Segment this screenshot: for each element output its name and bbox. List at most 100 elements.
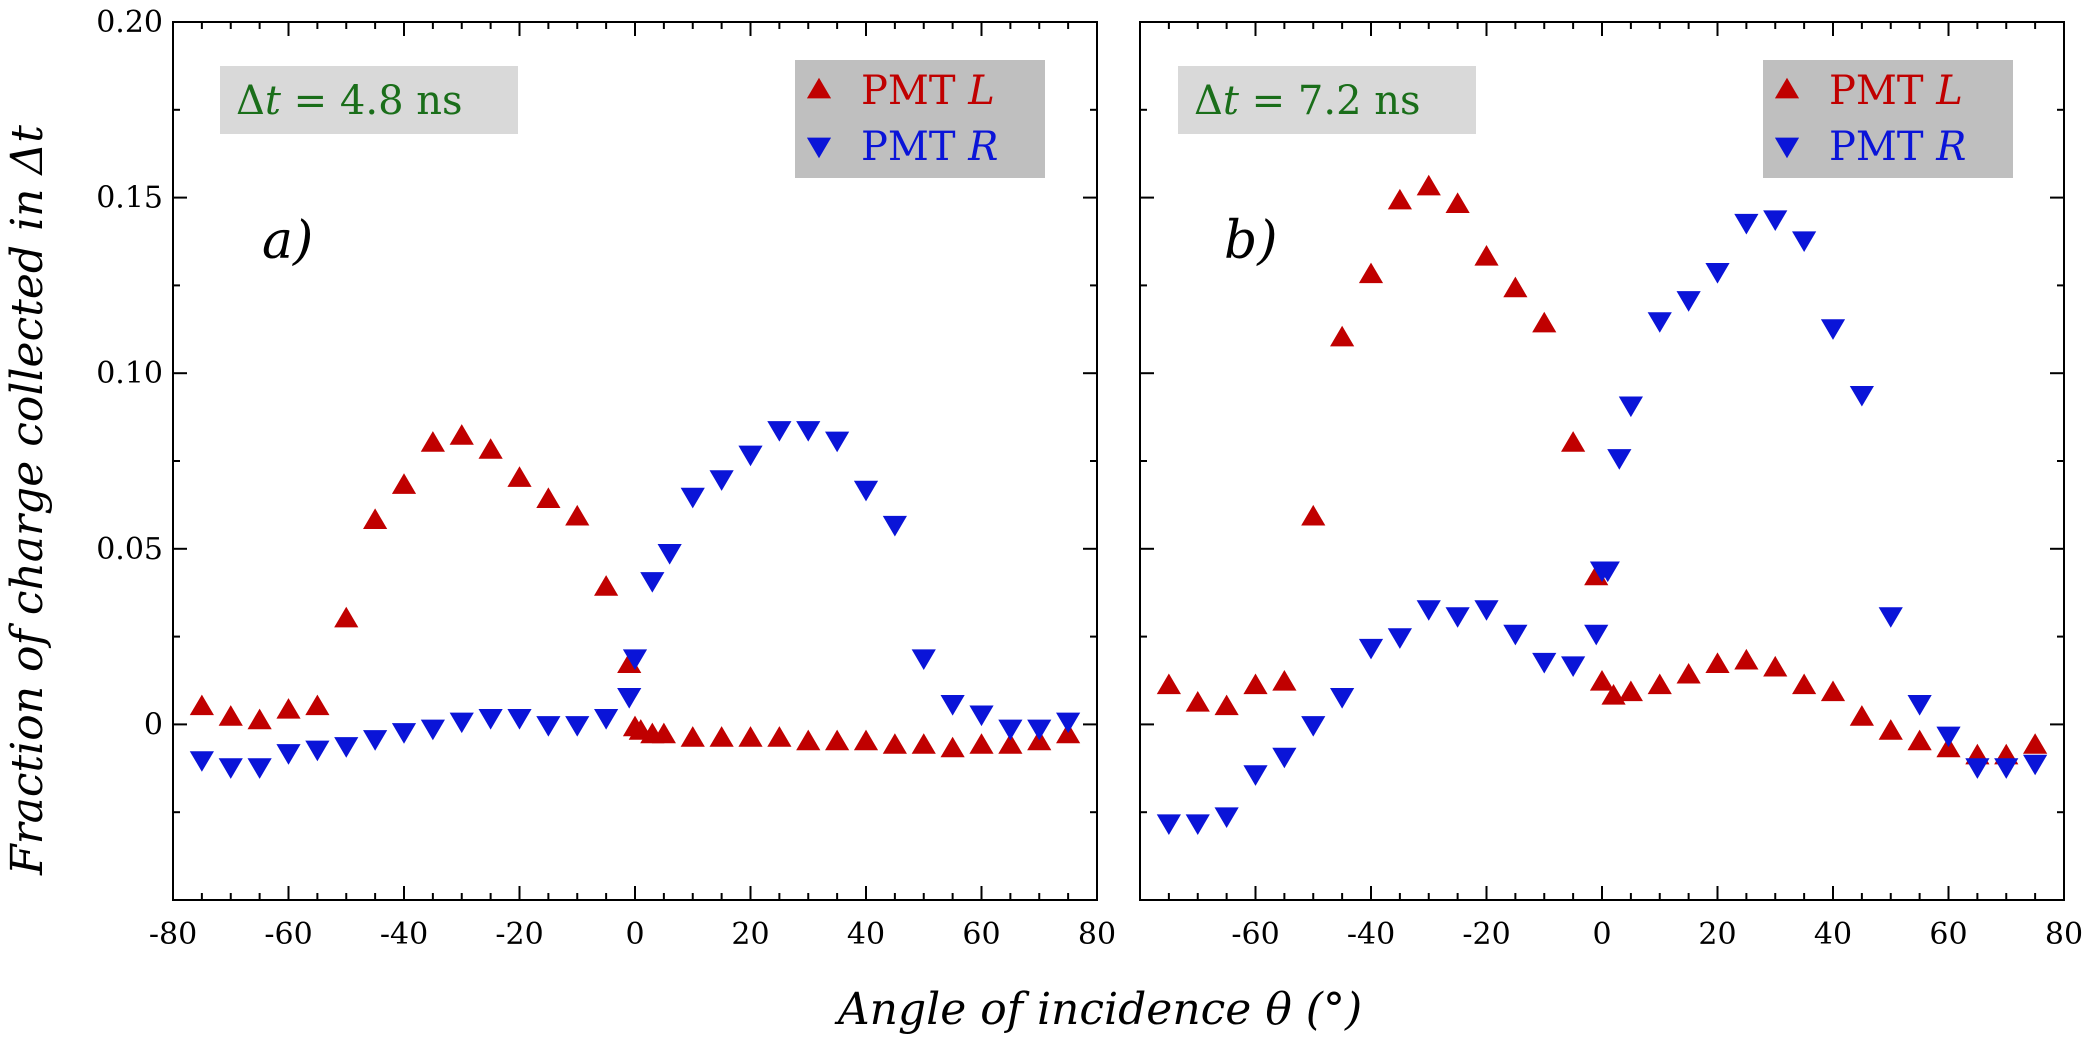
data-point (1618, 680, 1643, 702)
data-point (420, 719, 445, 741)
data-point (1849, 385, 1874, 407)
data-point (1647, 673, 1672, 695)
annotation-t: t (265, 78, 282, 124)
legend-marker (806, 137, 832, 159)
data-point (1503, 624, 1528, 646)
x-tick-label: 40 (847, 917, 885, 952)
data-point (449, 424, 474, 445)
data-point (1907, 695, 1932, 716)
data-point (1936, 726, 1961, 748)
legend-label-name: PMT (1829, 68, 1936, 114)
legend-label: PMT L (1829, 68, 1963, 114)
data-point (536, 487, 561, 508)
data-point (1474, 600, 1499, 621)
data-point (911, 733, 936, 754)
data-point (305, 694, 330, 716)
series-pmt-l (1156, 174, 2048, 765)
annotation-value: = 4.8 ns (281, 78, 463, 124)
data-point (1561, 656, 1586, 677)
data-point (1763, 655, 1788, 677)
data-point (276, 698, 301, 719)
data-point (507, 466, 532, 487)
y-axis-title: Fraction of charge collected in Δt (2, 125, 53, 876)
x-tick-label: 20 (1698, 917, 1736, 952)
x-tick-label: -40 (380, 917, 428, 952)
data-point (1792, 673, 1817, 695)
data-point (969, 705, 994, 727)
data-point (617, 687, 642, 709)
data-point (565, 504, 590, 526)
data-point (1185, 814, 1210, 836)
data-point (853, 480, 879, 502)
data-point (1994, 758, 2019, 779)
data-point (640, 572, 665, 593)
data-point (276, 744, 301, 765)
data-point (1647, 312, 1672, 333)
data-point (247, 708, 272, 730)
legend-label-name: PMT (861, 68, 968, 114)
data-point (1056, 712, 1081, 734)
data-point (2023, 754, 2048, 776)
x-tick-label: -80 (149, 917, 197, 952)
panel-a: -80 -60 -40 -20 0 20 40 60 80 0 0.05 0.10 0.15 0.20 Δt… (96, 5, 1116, 952)
data-point (334, 606, 359, 628)
annotation-t: t (1223, 78, 1240, 124)
annotation-text: Δt = 7.2 ns (1194, 78, 1421, 124)
x-tick-label: 80 (1078, 917, 1116, 952)
data-point (1676, 662, 1701, 684)
x-tick-label: 40 (1814, 917, 1852, 952)
x-tick-label: -40 (1347, 917, 1395, 952)
x-tick-label: -20 (495, 917, 543, 952)
data-point (825, 431, 850, 453)
data-point (622, 649, 648, 670)
data-point (565, 716, 590, 737)
data-point (247, 758, 272, 779)
data-point (796, 729, 821, 751)
data-point (1601, 684, 1626, 705)
data-point (1532, 652, 1557, 674)
legend-marker (806, 77, 832, 99)
data-point (998, 733, 1023, 754)
data-point (882, 733, 907, 754)
series-pmt-r (189, 421, 1081, 779)
data-point (507, 709, 532, 730)
data-point (969, 733, 994, 754)
data-point (1474, 245, 1499, 266)
y-axis-title-main: Fraction of charge collected in Δ (2, 143, 53, 876)
data-point (334, 737, 359, 758)
data-point (1532, 311, 1557, 333)
data-point (478, 438, 503, 459)
data-point (1445, 192, 1470, 213)
data-point (391, 723, 417, 744)
data-point (2023, 733, 2048, 754)
data-point (1156, 814, 1181, 836)
data-point (594, 575, 619, 596)
data-point (1792, 231, 1817, 253)
data-point (1214, 807, 1239, 828)
data-point (853, 729, 879, 751)
panels-layer: -80 -60 -40 -20 0 20 40 60 80 0 0.05 0.10 0.15 0.20 Δt… (96, 5, 2082, 952)
y-tick-label: 0.05 (96, 532, 163, 567)
x-tick-label: 0 (1592, 917, 1611, 952)
annotation-text: Δt = 4.8 ns (236, 78, 463, 124)
data-point (1185, 691, 1210, 712)
y-tick-label: 0.10 (96, 356, 163, 391)
data-point (1734, 213, 1759, 235)
data-point (536, 716, 561, 737)
data-point (680, 487, 705, 509)
data-point (1849, 705, 1874, 726)
data-point (1705, 652, 1730, 674)
data-point (1607, 449, 1632, 470)
data-point (1387, 188, 1412, 210)
legend-label-italic: L (1935, 68, 1963, 114)
data-point (189, 751, 214, 772)
legend-label: PMT L (861, 68, 995, 114)
data-point (1330, 325, 1355, 347)
data-point (1878, 607, 1903, 628)
legend-label-italic: L (967, 68, 995, 114)
data-point (1416, 600, 1441, 621)
y-axis-title-t: t (2, 125, 53, 143)
data-point (1584, 624, 1609, 646)
